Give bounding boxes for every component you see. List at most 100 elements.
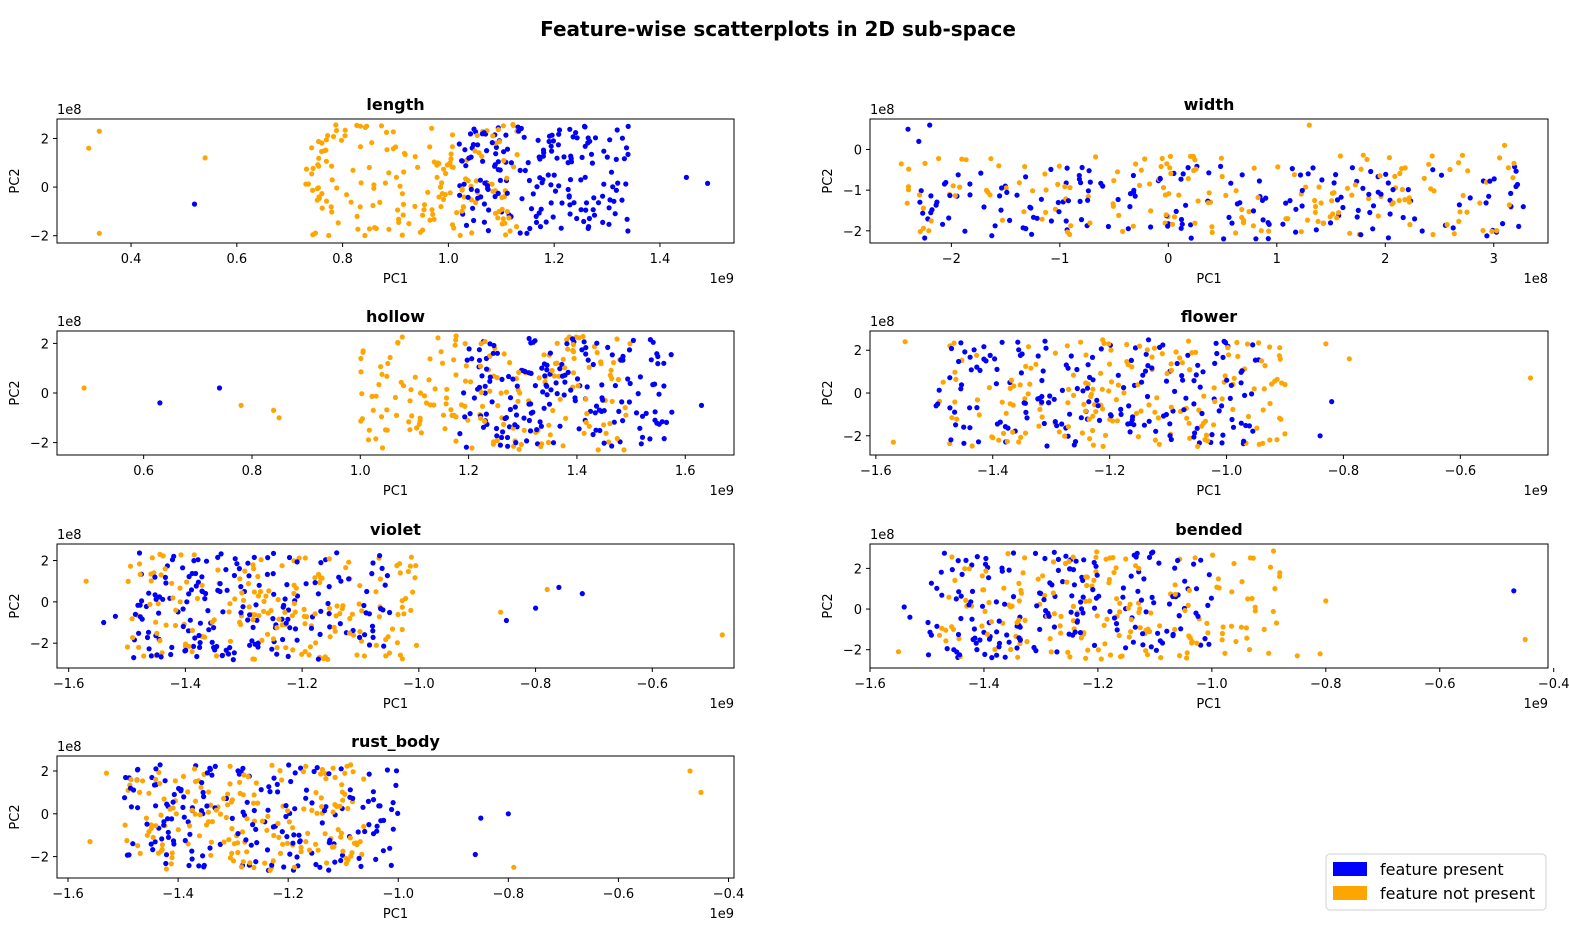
point-present	[983, 555, 989, 562]
point-absent	[1219, 637, 1225, 643]
point-present	[162, 778, 168, 784]
point-present	[387, 609, 393, 616]
point-present	[251, 554, 257, 561]
point-present	[570, 134, 576, 140]
subplot-title: width	[1184, 95, 1235, 114]
point-present	[517, 230, 523, 236]
point-absent	[1020, 570, 1026, 576]
point-present	[199, 574, 205, 580]
point-absent	[468, 379, 474, 385]
point-absent	[423, 400, 430, 406]
point-absent	[1168, 404, 1174, 410]
point-present	[1069, 593, 1075, 599]
point-present	[949, 567, 955, 573]
point-present	[1037, 590, 1043, 596]
point-present	[253, 859, 259, 865]
point-absent	[416, 421, 422, 427]
point-present	[981, 356, 987, 362]
point-absent	[1093, 554, 1099, 560]
point-absent	[81, 385, 87, 391]
legend-label-absent: feature not present	[1380, 884, 1535, 903]
point-present	[200, 853, 206, 859]
point-absent	[1205, 630, 1211, 636]
y-tick-label: −2	[843, 225, 862, 240]
point-absent	[501, 421, 507, 427]
point-absent	[268, 607, 274, 614]
point-absent	[1222, 650, 1228, 656]
point-absent	[223, 814, 229, 821]
point-absent	[282, 609, 288, 615]
point-absent	[345, 805, 351, 812]
point-present	[605, 344, 611, 350]
point-present	[530, 409, 536, 415]
points-rust_body	[87, 762, 704, 873]
x-tick-label: 0.4	[121, 252, 142, 267]
point-present	[337, 621, 343, 627]
point-absent	[400, 201, 407, 207]
point-present	[1170, 633, 1176, 639]
point-present	[366, 642, 373, 648]
point-absent	[1219, 630, 1225, 637]
point-absent	[395, 340, 401, 346]
point-absent	[399, 191, 405, 197]
point-present	[1081, 557, 1087, 563]
point-absent	[1003, 185, 1009, 191]
point-present	[557, 423, 563, 429]
point-absent	[213, 807, 219, 813]
point-absent	[316, 155, 322, 161]
figure-title: Feature-wise scatterplots in 2D sub-spac…	[540, 17, 1016, 41]
point-present	[585, 135, 591, 141]
point-present	[286, 762, 292, 768]
point-absent	[563, 415, 569, 421]
point-present	[583, 345, 589, 351]
point-absent	[1456, 160, 1462, 166]
point-absent	[465, 417, 471, 423]
point-absent	[1358, 166, 1364, 172]
point-absent	[350, 769, 356, 775]
point-present	[387, 845, 393, 851]
point-present	[482, 383, 488, 389]
point-present	[470, 142, 476, 148]
point-absent	[1199, 423, 1205, 429]
point-absent	[318, 575, 324, 581]
point-absent	[359, 416, 365, 422]
point-present	[379, 565, 385, 572]
point-present	[513, 440, 519, 446]
point-absent	[1164, 370, 1170, 377]
point-absent	[1267, 437, 1273, 443]
point-absent	[238, 864, 245, 870]
point-present	[1132, 345, 1139, 351]
point-present	[1202, 636, 1208, 642]
point-present	[490, 350, 496, 356]
point-present	[652, 381, 658, 387]
point-absent	[1104, 616, 1110, 622]
point-present	[457, 192, 463, 198]
point-absent	[495, 403, 501, 409]
point-absent	[313, 790, 319, 796]
point-present	[196, 863, 202, 869]
point-present	[209, 639, 215, 645]
point-absent	[461, 194, 467, 200]
point-absent	[1252, 608, 1258, 614]
point-present	[971, 347, 977, 353]
point-present	[1185, 352, 1191, 358]
point-absent	[338, 137, 345, 143]
point-present	[626, 347, 633, 353]
point-absent	[472, 148, 478, 154]
subplot-title: violet	[370, 520, 421, 539]
point-absent	[1120, 228, 1126, 234]
point-absent	[1100, 337, 1106, 343]
point-present	[1487, 178, 1493, 184]
point-absent	[1022, 396, 1028, 402]
point-absent	[598, 359, 604, 365]
point-absent	[545, 439, 552, 446]
point-absent	[1222, 373, 1228, 379]
point-absent	[1510, 175, 1516, 181]
point-present	[551, 172, 557, 178]
point-absent	[469, 230, 475, 236]
point-absent	[408, 387, 414, 393]
point-absent	[1142, 156, 1148, 162]
point-present	[370, 789, 376, 795]
point-absent	[437, 184, 444, 190]
point-absent	[373, 225, 379, 232]
